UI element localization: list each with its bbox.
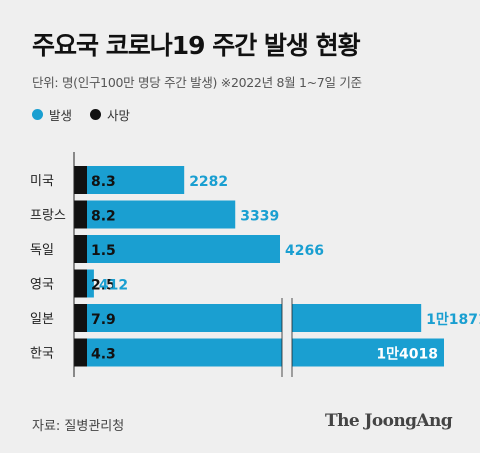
- axis-break-gap: [282, 336, 292, 369]
- category-label: 미국: [30, 174, 54, 189]
- bar-death: [74, 235, 87, 263]
- bar-incidence: [74, 304, 422, 332]
- death-value-label: 4.3: [91, 347, 116, 363]
- category-label: 영국: [30, 278, 54, 293]
- incidence-value-label: 412: [99, 278, 128, 294]
- legend-label-death: 사망: [107, 108, 131, 123]
- death-value-label: 8.2: [91, 209, 116, 225]
- category-label: 일본: [30, 312, 54, 327]
- death-value-label: 1.5: [91, 243, 116, 259]
- legend-label-incidence: 발생: [49, 108, 73, 123]
- legend: 발생 사망: [32, 105, 144, 124]
- legend-item-incidence: 발생: [32, 105, 72, 124]
- bar-incidence: [74, 235, 280, 263]
- incidence-value-label: 2282: [189, 174, 228, 190]
- brand-logo: The JoongAng: [325, 411, 453, 431]
- death-value-label: 2.5: [91, 278, 116, 294]
- source-note: 자료: 질병관리청: [32, 419, 125, 434]
- death-value-label: 7.9: [91, 312, 116, 328]
- category-label: 독일: [30, 243, 54, 258]
- bar-death: [74, 166, 87, 194]
- incidence-value-label: 1만1871: [426, 312, 480, 328]
- bar-incidence: [74, 338, 444, 367]
- incidence-value-label: 4266: [285, 243, 324, 259]
- category-label: 프랑스: [30, 209, 66, 224]
- incidence-value-label: 1만4018: [376, 347, 438, 363]
- bar-death: [74, 304, 87, 332]
- death-value-label: 8.3: [91, 174, 116, 190]
- bar-death: [74, 338, 87, 367]
- legend-swatch-incidence: [32, 109, 43, 120]
- legend-swatch-death: [90, 109, 101, 120]
- bar-death: [74, 269, 87, 298]
- legend-item-death: 사망: [90, 105, 130, 124]
- chart-title: 주요국 코로나19 주간 발생 현황: [32, 31, 361, 60]
- bar-death: [74, 200, 87, 229]
- incidence-value-label: 3339: [240, 209, 279, 225]
- axis-break-gap: [282, 302, 292, 334]
- category-label: 한국: [30, 347, 54, 362]
- bar-incidence: [74, 166, 185, 194]
- bar-incidence: [74, 200, 236, 229]
- chart-subtitle: 단위: 명(인구100만 명당 주간 발생) ※2022년 8월 1~7일 기준: [32, 75, 362, 90]
